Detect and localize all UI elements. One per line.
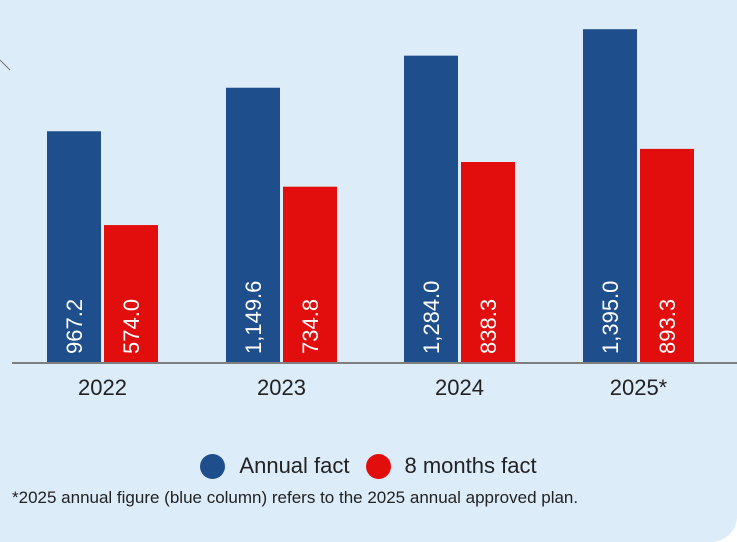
data-label: 734.8	[298, 299, 323, 354]
x-tick-label: 2024	[435, 375, 484, 400]
bar-annual-2022	[47, 131, 101, 362]
x-tick-label: 2025*	[610, 375, 668, 400]
data-label: 1,149.6	[241, 281, 266, 354]
legend-swatch-annual	[200, 453, 226, 479]
bar-annual-2025	[583, 29, 637, 362]
bar-chart: 967.2 574.0 2022 1,149.6 734.8 2023 1,284.0 838…	[12, 29, 737, 400]
x-tick-label: 2023	[257, 375, 306, 400]
bar-annual-2023	[226, 87, 280, 363]
panel-edge-line	[0, 59, 11, 71]
bar-8-months-2024	[461, 162, 515, 362]
data-label: 838.3	[476, 299, 501, 354]
bar-8-months-2023	[283, 186, 337, 362]
legend-label-8-months: 8 months fact	[404, 453, 537, 478]
legend-swatch-8-months	[365, 453, 391, 479]
legend-item-8-months: 8 months fact	[365, 453, 537, 479]
legend-item-annual: Annual fact	[200, 453, 350, 479]
bar-8-months-2025	[640, 148, 694, 362]
data-label: 1,395.0	[598, 281, 623, 354]
data-label: 1,284.0	[419, 281, 444, 354]
legend-label-annual: Annual fact	[239, 453, 350, 478]
x-tick-label: 2022	[78, 375, 127, 400]
footnote: *2025 annual figure (blue column) refers…	[12, 488, 579, 507]
bar-8-months-2022	[104, 225, 158, 362]
data-label: 967.2	[62, 299, 87, 354]
data-label: 893.3	[655, 299, 680, 354]
bar-annual-2024	[404, 55, 458, 362]
data-label: 574.0	[119, 299, 144, 354]
legend: Annual fact 8 months fact	[0, 453, 737, 479]
